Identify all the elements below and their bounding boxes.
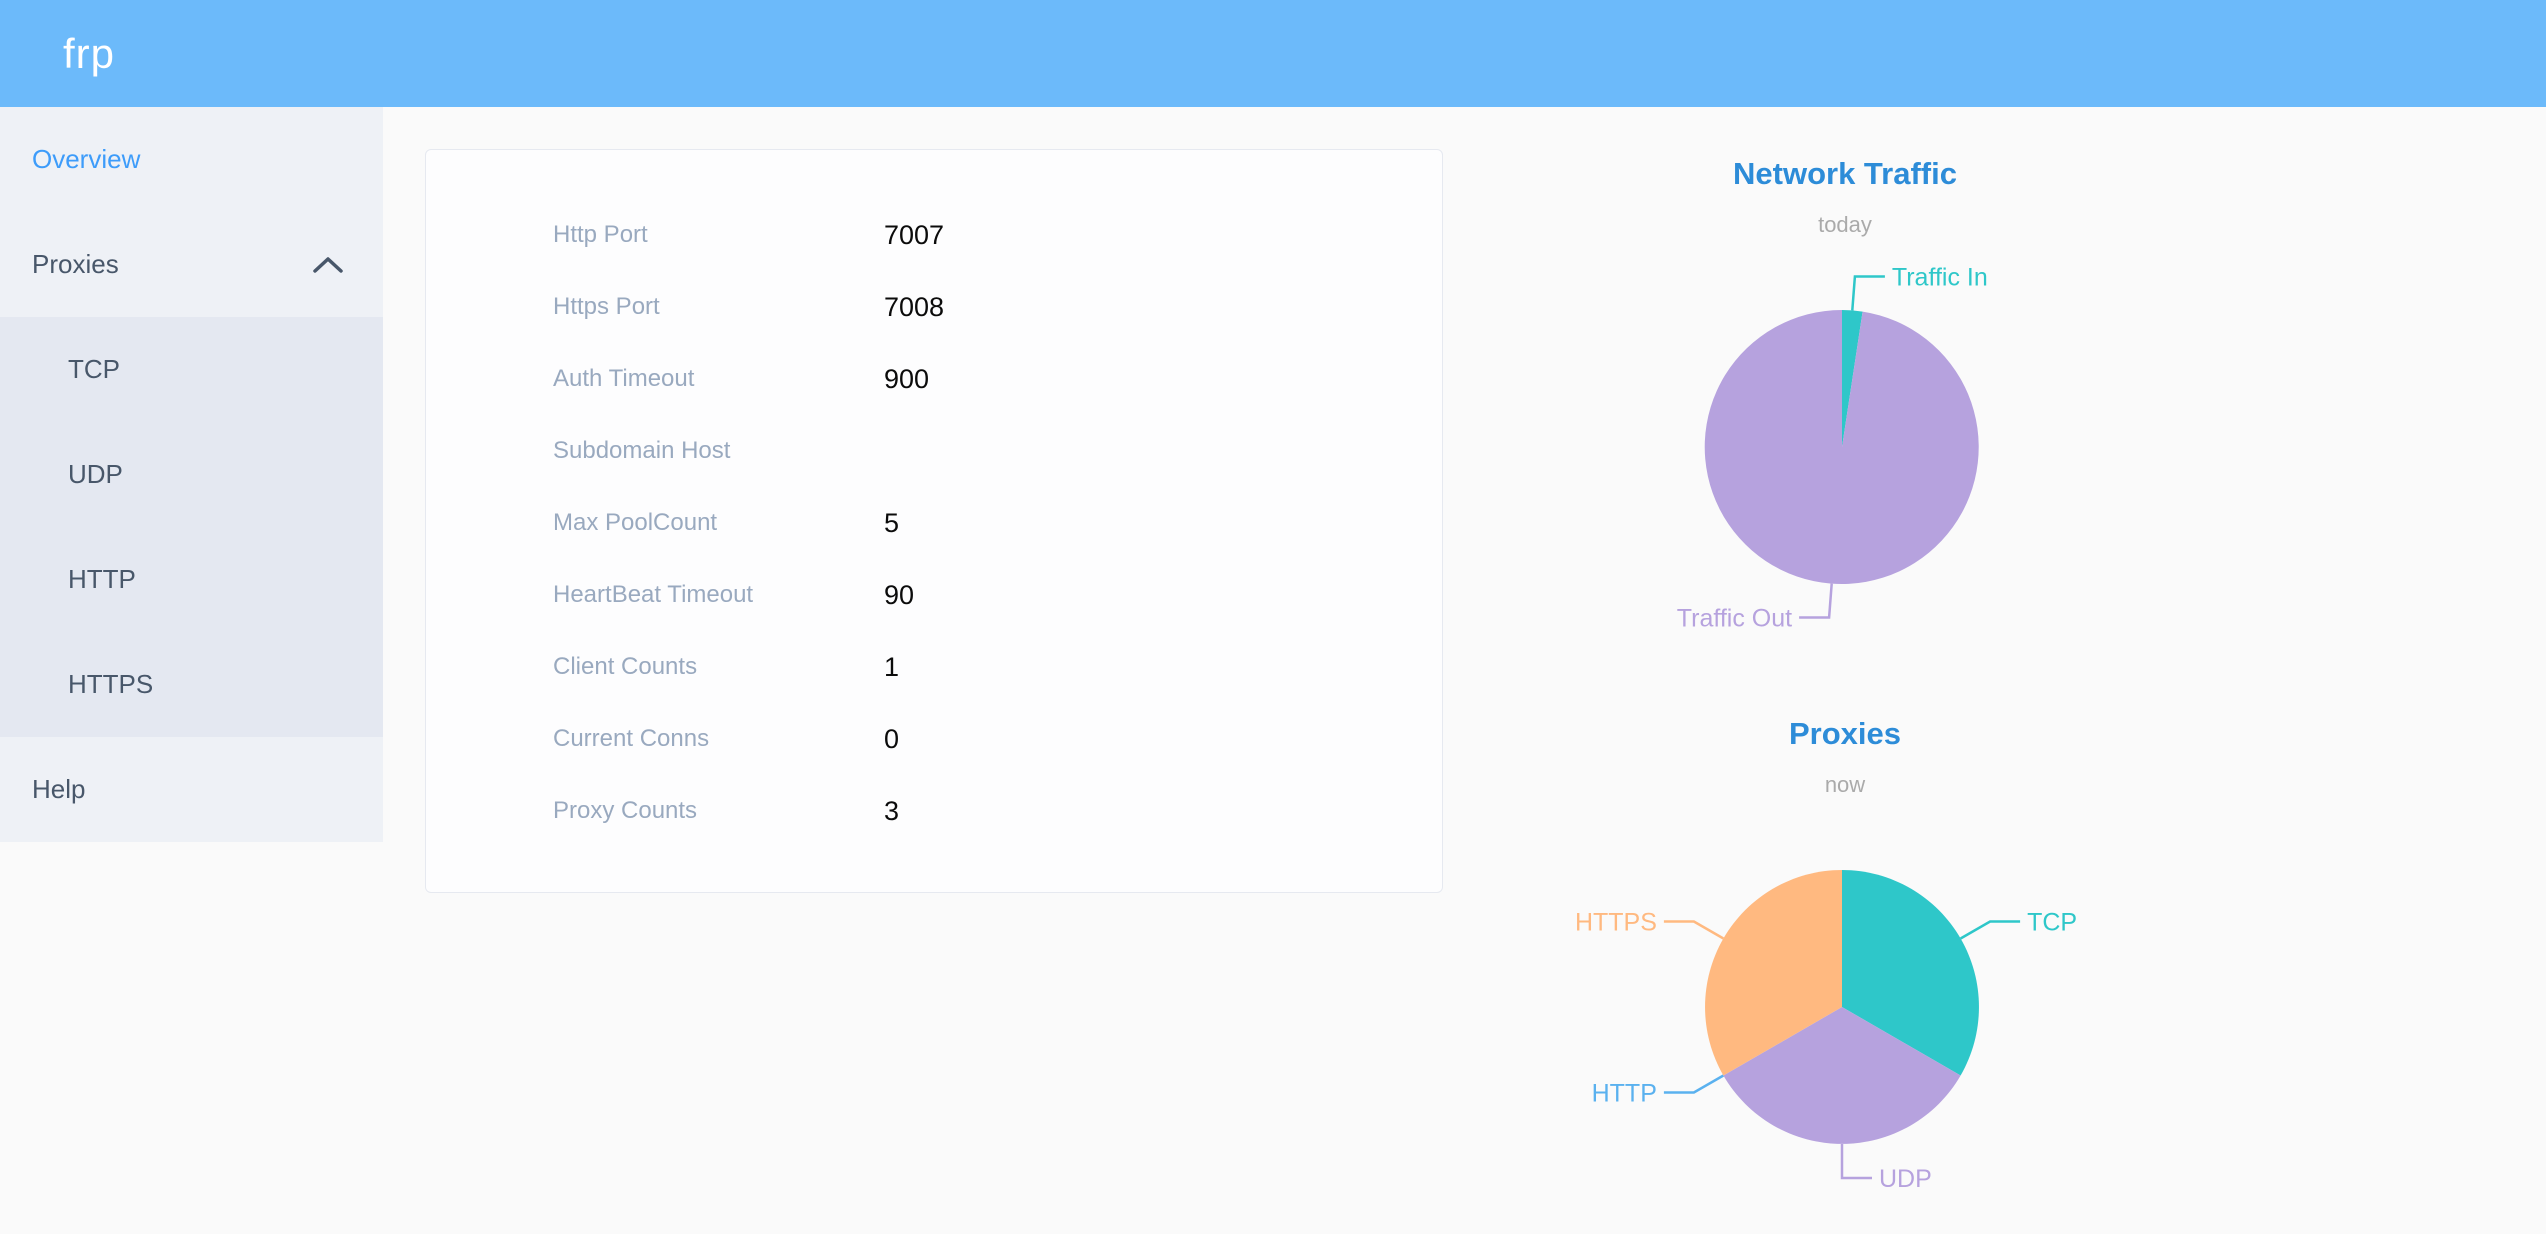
info-row-http-port: Http Port 7007 xyxy=(553,199,1442,271)
row-label: Max PoolCount xyxy=(553,509,718,536)
sidebar-item-https[interactable]: HTTPS xyxy=(0,632,383,737)
proxies-pie-chart: TCP UDP HTTP HTTPS xyxy=(1575,870,2077,1193)
row-label: Proxy Counts xyxy=(553,797,698,824)
pie-slice-udp[interactable] xyxy=(1723,1007,1961,1144)
sidebar-item-udp[interactable]: UDP xyxy=(0,422,383,527)
pie-label-traffic-in: Traffic In xyxy=(1892,263,1988,291)
info-row-auth-timeout: Auth Timeout 900 xyxy=(553,343,1442,415)
chevron-up-icon xyxy=(313,256,343,274)
row-label: Auth Timeout xyxy=(553,365,695,392)
sidebar-item-label: HTTPS xyxy=(68,669,154,699)
pie-label-udp: UDP xyxy=(1879,1165,1932,1193)
sidebar-item-help[interactable]: Help xyxy=(0,737,383,842)
sidebar-item-tcp[interactable]: TCP xyxy=(0,317,383,422)
sidebar-item-label: Proxies xyxy=(32,249,119,279)
sidebar-item-label: TCP xyxy=(68,354,120,384)
info-row-proxy-counts: Proxy Counts 3 xyxy=(553,775,1442,847)
pie-label-tcp: TCP xyxy=(2027,908,2077,936)
row-value: 3 xyxy=(884,795,900,826)
row-value: 1 xyxy=(884,651,900,682)
info-row-max-poolcount: Max PoolCount 5 xyxy=(553,487,1442,559)
row-value: 7008 xyxy=(884,291,945,322)
proxies-chart-subtitle: now xyxy=(1824,772,1866,797)
row-value: 7007 xyxy=(884,219,945,250)
row-value: 900 xyxy=(884,363,930,394)
info-row-client-counts: Client Counts 1 xyxy=(553,631,1442,703)
header-bar: frp xyxy=(0,0,2546,107)
row-label: Current Conns xyxy=(553,725,710,752)
charts-column: Network Traffic today Traffic In Traffic … xyxy=(1445,0,2245,1234)
network-traffic-chart-subtitle: today xyxy=(1818,212,1872,237)
server-info-card: Http Port 7007 Https Port 7008 Auth Timeout 9… xyxy=(425,149,1443,893)
info-row-https-port: Https Port 7008 xyxy=(553,271,1442,343)
pie-label-line-traffic-out xyxy=(1799,583,1833,619)
pie-label-traffic-out: Traffic Out xyxy=(1677,604,1792,632)
info-row-current-conns: Current Conns 0 xyxy=(553,703,1442,775)
pie-label-line-tcp xyxy=(1959,920,2021,940)
sidebar: Overview Proxies TCP UDP HTTP HTTPS Help xyxy=(0,107,383,842)
row-label: Http Port xyxy=(553,221,648,248)
sidebar-item-label: Overview xyxy=(32,144,141,174)
pie-label-line-udp xyxy=(1840,1144,1872,1180)
pie-slice-https[interactable] xyxy=(1705,870,1842,1076)
sidebar-item-proxies[interactable]: Proxies xyxy=(0,212,383,317)
pie-slice-tcp[interactable] xyxy=(1842,870,1979,1076)
network-traffic-chart-title: Network Traffic xyxy=(1733,156,1957,191)
row-label: Subdomain Host xyxy=(553,437,731,464)
network-traffic-pie-chart: Traffic In Traffic Out xyxy=(1677,263,1988,632)
pie-label-line-https xyxy=(1663,920,1725,940)
sidebar-item-label: UDP xyxy=(68,459,123,489)
info-row-subdomain-host: Subdomain Host xyxy=(553,415,1442,487)
sidebar-item-overview[interactable]: Overview xyxy=(0,107,383,212)
row-value: 90 xyxy=(884,579,915,610)
app-logo[interactable]: frp xyxy=(63,29,116,77)
pie-slice-traffic-in[interactable] xyxy=(1842,310,1863,447)
row-value: 0 xyxy=(884,723,900,754)
proxies-chart-title: Proxies xyxy=(1788,716,1901,751)
pie-label-line-traffic-in xyxy=(1851,275,1885,311)
pie-label-http: HTTP xyxy=(1592,1079,1657,1107)
sidebar-item-label: Help xyxy=(32,774,86,804)
pie-slice-traffic-out[interactable] xyxy=(1704,309,1979,584)
row-label: Client Counts xyxy=(553,653,698,680)
info-row-heartbeat-timeout: HeartBeat Timeout 90 xyxy=(553,559,1442,631)
pie-label-line-http xyxy=(1663,1074,1725,1094)
row-label: Https Port xyxy=(553,293,660,320)
sidebar-item-http[interactable]: HTTP xyxy=(0,527,383,632)
sidebar-item-label: HTTP xyxy=(68,564,136,594)
row-value: 5 xyxy=(884,507,900,538)
row-label: HeartBeat Timeout xyxy=(553,581,754,608)
pie-label-https: HTTPS xyxy=(1575,908,1657,936)
